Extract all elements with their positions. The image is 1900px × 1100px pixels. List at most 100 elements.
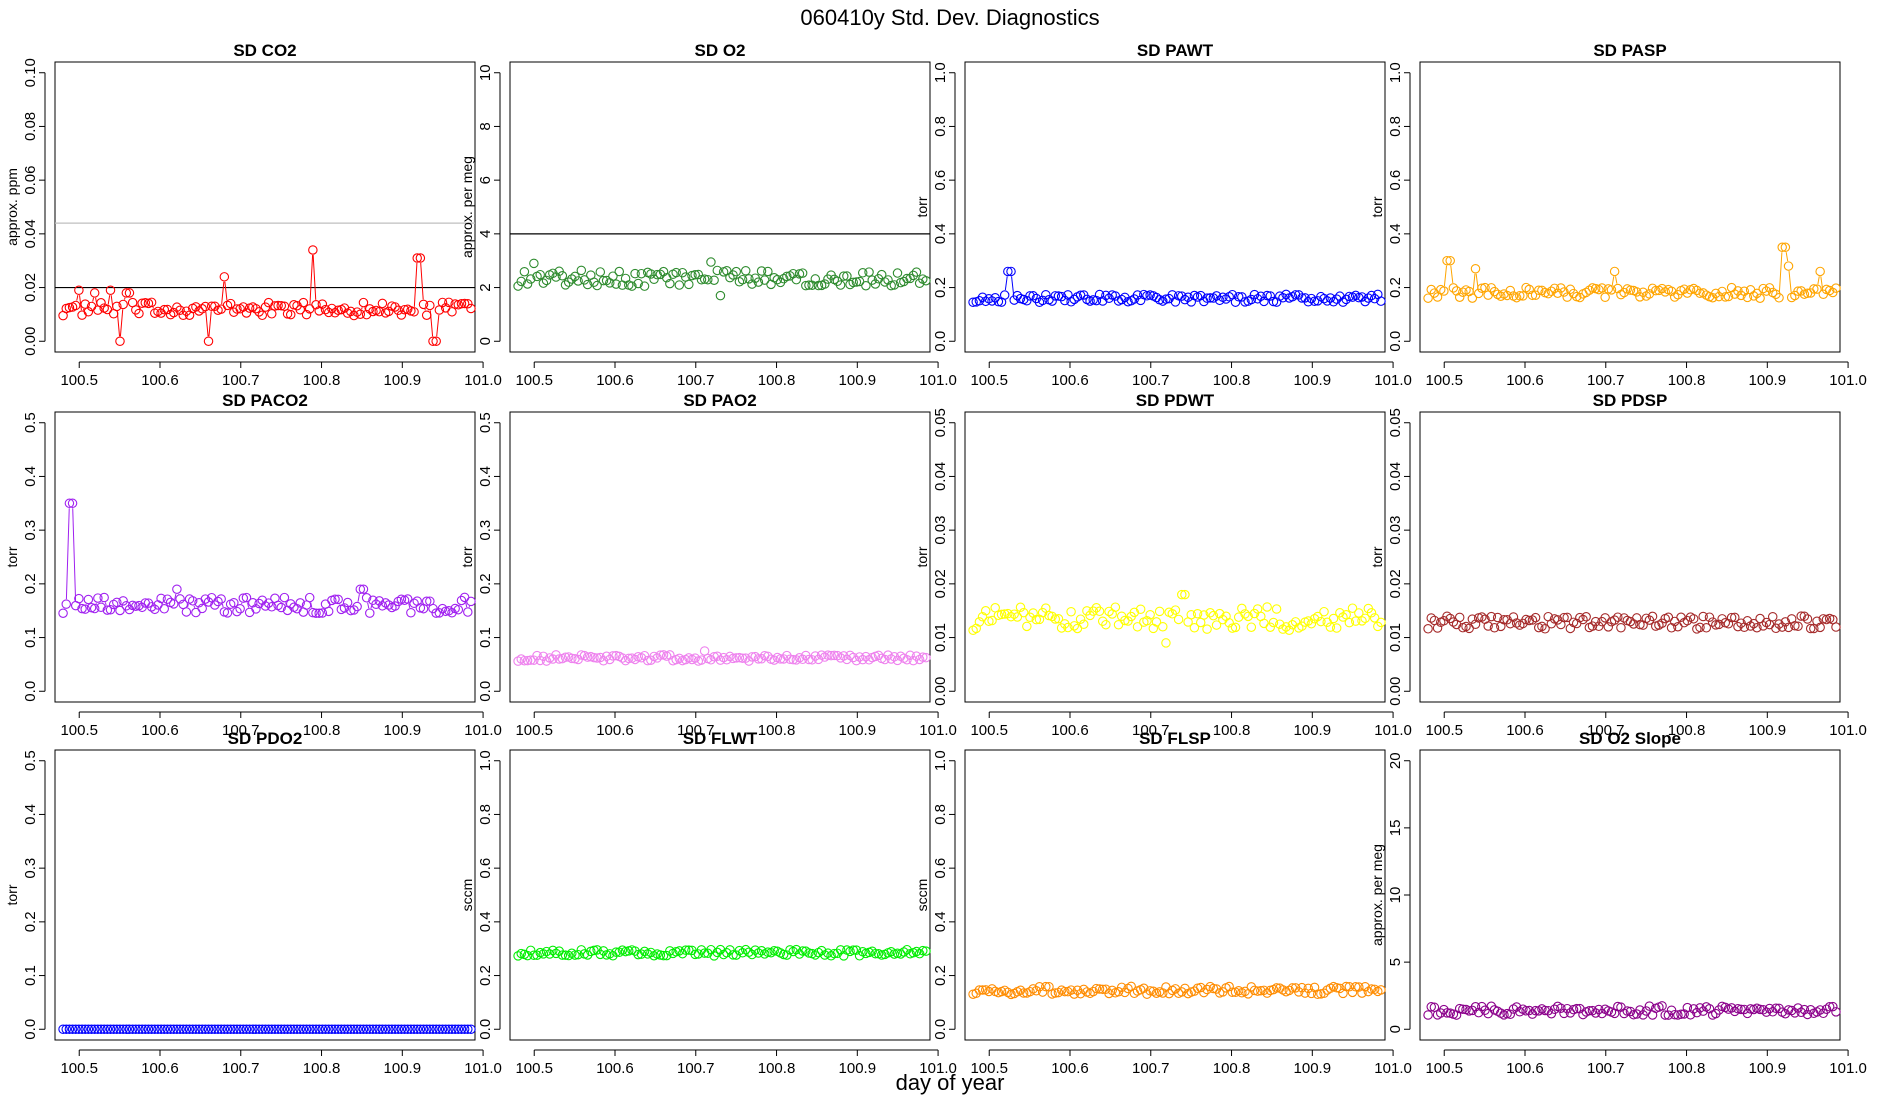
- y-tick-label: 0.0: [477, 1019, 494, 1040]
- data-point: [77, 1024, 87, 1035]
- data-point: [1211, 620, 1222, 630]
- plot-frame: [1419, 61, 1841, 353]
- data-point: [121, 1024, 132, 1035]
- data-point: [1562, 612, 1572, 623]
- panel-title: SD FLSP: [1139, 729, 1211, 748]
- x-tick-label: 100.9: [1749, 722, 1787, 739]
- data-point: [525, 274, 536, 284]
- data-point: [323, 1024, 334, 1035]
- y-tick-label: 8: [477, 122, 494, 130]
- data-point: [535, 269, 545, 280]
- y-tick-label: 0.03: [932, 516, 949, 545]
- data-point: [380, 598, 391, 608]
- data-point: [646, 947, 656, 958]
- data-point: [1015, 602, 1026, 613]
- data-point: [456, 298, 467, 309]
- series-segment: [465, 602, 468, 608]
- data-point: [1224, 292, 1234, 302]
- data-point: [1616, 623, 1626, 633]
- x-tick-label: 101.0: [464, 722, 502, 739]
- data-point: [260, 601, 271, 611]
- x-tick-label: 100.5: [60, 372, 98, 389]
- data-point: [374, 306, 385, 317]
- data-point: [655, 950, 666, 960]
- data-point: [1053, 614, 1064, 624]
- data-point: [522, 655, 533, 666]
- data-point: [374, 1024, 385, 1035]
- data-point: [83, 1024, 94, 1035]
- data-point: [270, 301, 280, 311]
- data-point: [918, 652, 928, 662]
- data-point: [70, 300, 81, 311]
- data-point: [194, 1024, 204, 1035]
- data-point: [690, 270, 700, 280]
- data-point: [1812, 284, 1822, 294]
- data-point: [680, 945, 691, 955]
- y-tick-label: 15: [1387, 820, 1404, 837]
- x-tick-label: 100.7: [1132, 722, 1170, 739]
- data-point: [263, 1024, 274, 1035]
- data-point: [412, 253, 422, 263]
- data-point: [674, 653, 685, 664]
- data-point: [99, 1024, 109, 1035]
- data-point: [1448, 283, 1459, 293]
- data-point: [108, 1024, 119, 1035]
- data-point: [421, 310, 432, 320]
- data-point: [273, 300, 283, 311]
- data-point: [1793, 621, 1803, 632]
- data-point: [750, 651, 760, 662]
- data-point: [74, 1024, 84, 1035]
- data-point: [1745, 1004, 1756, 1014]
- data-point: [1208, 983, 1219, 994]
- data-point: [620, 946, 631, 957]
- data-point: [1688, 614, 1699, 624]
- data-point: [421, 1024, 432, 1035]
- data-point: [339, 603, 350, 613]
- data-point: [1714, 619, 1724, 630]
- data-point: [1470, 1002, 1481, 1012]
- data-point: [96, 1024, 106, 1035]
- data-point: [1508, 612, 1519, 622]
- data-point: [298, 1024, 309, 1035]
- y-tick-label: 0.00: [1387, 677, 1404, 706]
- panel-title: SD CO2: [233, 41, 296, 60]
- data-point: [1132, 290, 1143, 300]
- data-point: [396, 310, 407, 320]
- series-segment: [1817, 276, 1820, 285]
- data-point: [867, 946, 877, 956]
- data-point: [576, 265, 587, 276]
- data-point: [238, 1024, 249, 1035]
- data-point: [921, 946, 931, 956]
- data-point: [349, 1024, 359, 1035]
- data-point: [178, 1024, 188, 1035]
- data-point: [734, 945, 745, 956]
- y-tick-label: 0.4: [477, 466, 494, 487]
- data-point: [560, 950, 571, 960]
- data-point: [232, 1024, 242, 1035]
- data-point: [1312, 611, 1323, 622]
- data-point: [406, 607, 416, 618]
- data-point: [1657, 1001, 1667, 1011]
- data-point: [349, 310, 359, 321]
- data-point: [1018, 607, 1029, 618]
- data-point: [829, 650, 840, 661]
- panel-sd-paco2: SD PACO2 0.0 0.1 0.2 0.3 0.4 0.5 torr 100.5 100.6…: [4, 391, 502, 739]
- data-point: [1597, 283, 1607, 293]
- data-point: [1271, 604, 1282, 614]
- data-point: [456, 1024, 467, 1035]
- x-tick-label: 100.6: [1051, 722, 1089, 739]
- data-point: [1711, 1008, 1721, 1019]
- data-point: [1091, 983, 1102, 994]
- data-point: [1587, 1005, 1598, 1016]
- data-point: [1527, 615, 1538, 625]
- data-point: [1669, 292, 1680, 302]
- data-point: [797, 946, 808, 956]
- data-point: [592, 280, 602, 291]
- data-point: [1354, 982, 1364, 992]
- data-point: [112, 1024, 122, 1035]
- data-point: [1347, 603, 1358, 613]
- data-point: [1278, 293, 1288, 303]
- data-point: [756, 266, 767, 276]
- data-point: [1635, 619, 1645, 630]
- data-point: [355, 1024, 366, 1035]
